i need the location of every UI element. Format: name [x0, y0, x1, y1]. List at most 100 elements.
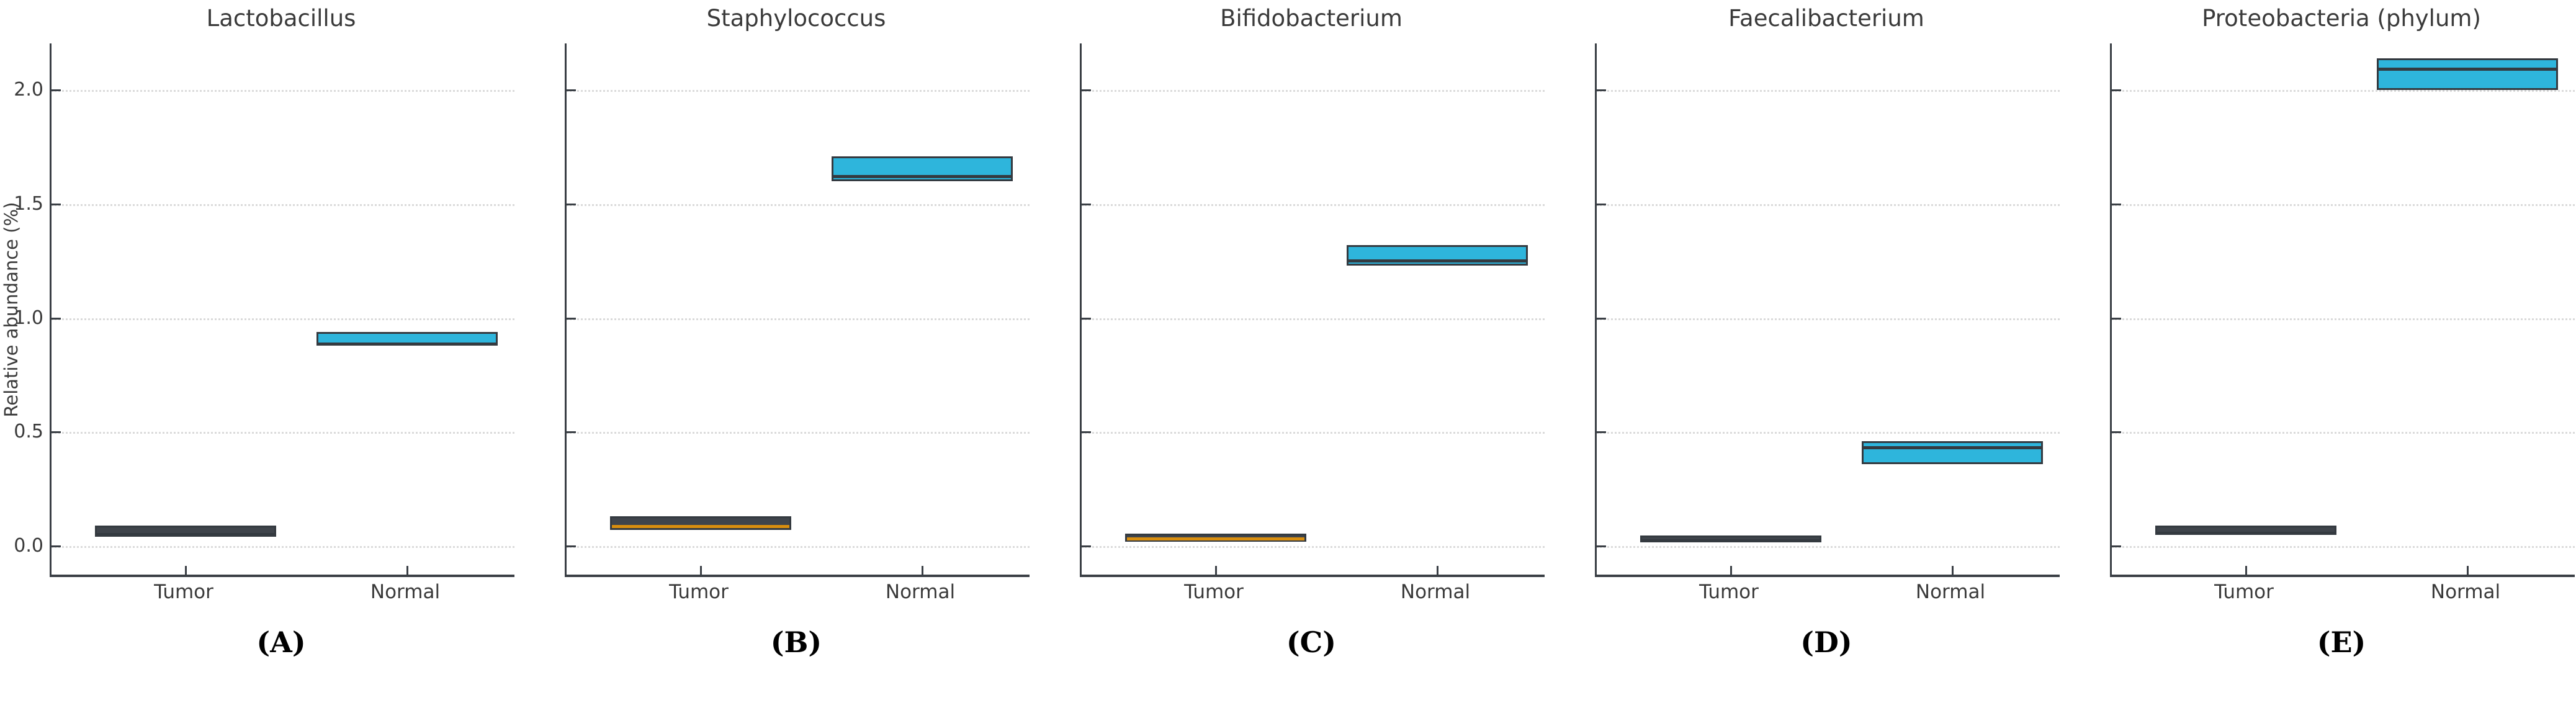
y-tick-label: 2.0 [14, 79, 43, 101]
box-tumor [610, 516, 791, 531]
x-category-label-normal: Normal [1915, 581, 1986, 603]
y-tick-mark [52, 317, 61, 320]
box-normal [1862, 441, 2043, 464]
panel-title: Lactobacillus [206, 5, 356, 32]
y-tick-mark [52, 89, 61, 91]
box-tumor [95, 525, 276, 537]
gridline-y-2 [52, 90, 514, 92]
y-tick-mark [1597, 203, 1606, 205]
gridline-y-1 [1082, 318, 1545, 320]
gridline-y-1 [2112, 318, 2575, 320]
median-line-tumor [97, 532, 274, 536]
gridline-y-0 [567, 546, 1030, 548]
box-normal [2377, 58, 2558, 90]
x-category-label-tumor: Tumor [1184, 581, 1244, 603]
x-category-label-tumor: Tumor [669, 581, 729, 603]
x-category-label-tumor: Tumor [154, 581, 213, 603]
y-tick-mark [2112, 431, 2121, 434]
gridline-y-1 [567, 318, 1030, 320]
y-tick-mark [1597, 317, 1606, 320]
box-normal [832, 156, 1013, 181]
y-tick-mark [2112, 317, 2121, 320]
y-tick-mark [1082, 317, 1091, 320]
gridline-y-0 [1082, 546, 1545, 548]
median-line-tumor [1127, 537, 1304, 541]
y-tick-mark [2112, 89, 2121, 91]
x-category-label-tumor: Tumor [1699, 581, 1759, 603]
y-tick-mark [52, 203, 61, 205]
gridline-y-0.5 [2112, 432, 2575, 434]
box-tumor [1125, 533, 1306, 542]
gridline-y-2 [2112, 90, 2575, 92]
y-tick-mark [2112, 203, 2121, 205]
gridline-y-0 [1597, 546, 2060, 548]
median-line-normal [318, 342, 496, 346]
y-tick-mark [567, 89, 576, 91]
gridline-y-0.5 [52, 432, 514, 434]
panel-letter: (B) [770, 625, 822, 659]
median-line-normal [1864, 446, 2041, 450]
panel-title: Bifidobacterium [1220, 5, 1402, 32]
gridline-y-1 [52, 318, 514, 320]
y-axis-label: Relative abundance (%) [1, 202, 22, 418]
x-category-label-normal: Normal [370, 581, 441, 603]
gridline-y-1.5 [52, 204, 514, 206]
gridline-y-1 [1597, 318, 2060, 320]
plot-area [2110, 43, 2575, 577]
gridline-y-1.5 [1082, 204, 1545, 206]
y-tick-mark [1082, 203, 1091, 205]
gridline-y-0 [2112, 546, 2575, 548]
gridline-y-0.5 [567, 432, 1030, 434]
y-tick-mark [1082, 545, 1091, 547]
x-tick-mark-tumor [1730, 566, 1732, 575]
x-tick-mark-normal [1437, 566, 1438, 575]
y-tick-mark [567, 545, 576, 547]
plot-area [1080, 43, 1545, 577]
panel-b: Staphylococcus Tumor Normal (B) [515, 0, 1030, 726]
median-line-normal [2379, 68, 2556, 71]
y-tick-label: 1.0 [14, 307, 43, 329]
gridline-y-0.5 [1597, 432, 2060, 434]
y-tick-mark [1597, 89, 1606, 91]
panel-c: Bifidobacterium Tumor Normal (C) [1030, 0, 1545, 726]
gridline-y-1.5 [1597, 204, 2060, 206]
gridline-y-2 [1597, 90, 2060, 92]
panel-letter: (A) [256, 625, 306, 659]
y-tick-label: 0.5 [14, 421, 43, 443]
panel-e: Proteobacteria (phylum) Tumor Normal (E) [2060, 0, 2575, 726]
plot-area [565, 43, 1030, 577]
x-tick-mark-normal [922, 566, 923, 575]
x-category-label-normal: Normal [1400, 581, 1471, 603]
x-tick-mark-tumor [1215, 566, 1217, 575]
x-tick-mark-tumor [700, 566, 702, 575]
y-tick-mark [567, 317, 576, 320]
panel-title: Faecalibacterium [1728, 5, 1924, 32]
gridline-y-1.5 [2112, 204, 2575, 206]
panel-letter: (C) [1286, 625, 1337, 659]
box-tumor [2155, 525, 2336, 535]
panel-d: Faecalibacterium Tumor Normal (D) [1545, 0, 2060, 726]
y-tick-mark [52, 545, 61, 547]
x-tick-mark-tumor [2245, 566, 2247, 575]
y-tick-mark [52, 431, 61, 434]
gridline-y-2 [567, 90, 1030, 92]
y-tick-label: 0.0 [14, 535, 43, 557]
y-tick-mark [1597, 545, 1606, 547]
panel-letter: (E) [2317, 625, 2366, 659]
plot-area [1595, 43, 2060, 577]
x-category-label-tumor: Tumor [2214, 581, 2274, 603]
y-tick-mark [567, 203, 576, 205]
y-tick-mark [1082, 89, 1091, 91]
panel-letter: (D) [1800, 625, 1852, 659]
gridline-y-2 [1082, 90, 1545, 92]
x-category-label-normal: Normal [885, 581, 956, 603]
median-line-tumor [612, 525, 789, 529]
gridline-y-1.5 [567, 204, 1030, 206]
panel-a: Lactobacillus 0.0 0.5 1.0 1.5 2.0 Relative abu… [0, 0, 515, 726]
median-line-normal [1349, 259, 1526, 262]
gridline-y-0 [52, 546, 514, 548]
y-tick-label: 1.5 [14, 192, 43, 215]
box-normal [1347, 244, 1528, 266]
